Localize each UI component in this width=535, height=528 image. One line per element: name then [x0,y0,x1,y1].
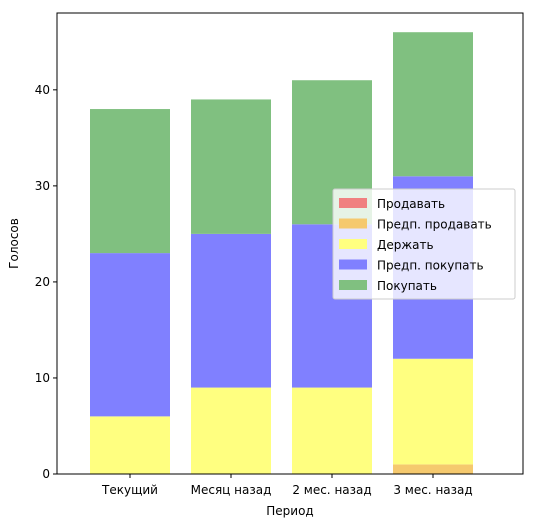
y-tick-label: 30 [35,179,50,193]
bar-5-2 [191,99,271,234]
x-axis-label: Период [266,504,313,518]
y-axis-label: Голосов [7,218,21,269]
legend-label: Покупать [377,279,437,293]
bar-3-3 [292,387,372,474]
bar-5-4 [393,32,473,177]
y-tick-label: 0 [42,467,50,481]
plot-frame [56,12,524,475]
legend-swatch-5 [339,280,367,290]
axes-layer: 0 10 20 30 40 Текущий Месяц назад 2 мес. назад 3… [35,83,473,497]
legend-swatch-2 [339,218,367,229]
x-tick-label: Текущий [101,483,158,497]
bar-3-1 [90,416,170,474]
legend-label: Продавать [377,197,445,211]
bar-5-1 [90,109,170,254]
legend-swatch-3 [339,239,367,249]
y-tick-label: 40 [35,83,50,97]
bar-2-4 [393,464,473,474]
legend-label: Предп. продавать [377,218,492,232]
legend: Продавать Предп. продавать Держать Предп. п… [332,188,516,300]
bar-3-2 [191,387,271,474]
legend-swatch-1 [339,198,367,208]
bar-4-2 [191,233,271,388]
y-tick-label: 20 [35,275,50,289]
y-tick-label: 10 [35,371,50,385]
legend-swatch-4 [339,259,367,270]
legend-box [332,188,516,300]
bar-4-1 [90,253,170,417]
x-tick-label: 3 мес. назад [393,483,472,497]
bar-3-4 [393,358,473,465]
x-tick-label: Месяц назад [191,483,272,497]
legend-label: Держать [377,238,434,252]
x-tick-label: 2 мес. назад [292,483,371,497]
legend-label: Предп. покупать [377,259,484,273]
